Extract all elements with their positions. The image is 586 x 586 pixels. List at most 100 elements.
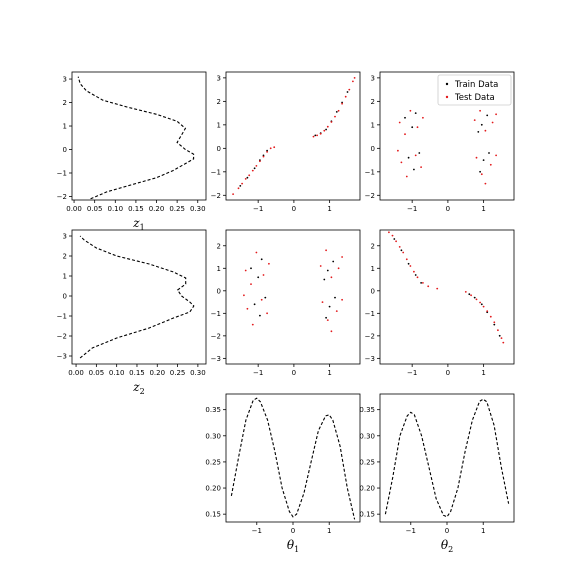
axes-frame: [225, 71, 361, 201]
train-point: [407, 156, 410, 159]
train-point: [325, 128, 327, 131]
y-tick-label: 0.35: [359, 406, 375, 414]
test-point: [243, 294, 245, 297]
x-tick-label: −1: [253, 205, 263, 213]
axes-frame: [379, 393, 515, 523]
train-point: [473, 296, 476, 299]
y-tick-label: −2: [211, 332, 221, 340]
y-tick-label: −2: [57, 193, 67, 201]
test-point: [489, 163, 492, 166]
test-point: [352, 80, 354, 83]
train-point: [346, 91, 349, 93]
test-point: [273, 146, 276, 149]
y-tick-label: 2: [63, 99, 67, 107]
legend-label-train: Train Data: [454, 80, 498, 90]
test-point: [404, 133, 406, 136]
x-tick-label: 0: [446, 205, 450, 213]
test-point: [493, 321, 496, 324]
test-point: [312, 135, 315, 138]
x-tick-label: −1: [407, 369, 417, 377]
test-point: [475, 298, 478, 301]
test-point: [244, 178, 247, 180]
test-point: [325, 249, 327, 252]
train-point: [314, 134, 317, 137]
y-tick-label: −3: [57, 353, 67, 361]
panel-scatter-z1-theta2: −1 0 1 −2 −1 0 1 2 3: [365, 71, 515, 213]
test-point: [400, 161, 403, 164]
test-point: [416, 276, 419, 279]
train-point: [323, 278, 326, 281]
x-tick-label: 0: [292, 369, 296, 377]
test-point: [473, 119, 476, 121]
y-tick-label: −1: [57, 313, 67, 321]
test-point: [241, 182, 244, 185]
train-point: [480, 303, 483, 306]
test-point: [326, 319, 329, 321]
test-point: [497, 329, 499, 332]
train-point: [480, 123, 483, 126]
y-tick-label: 0: [371, 287, 375, 295]
x-tick-label: 1: [481, 205, 485, 213]
x-tick-label: 0.00: [68, 369, 84, 377]
y-tick-label: 0.20: [359, 485, 375, 493]
test-point: [326, 125, 329, 128]
y-tick-label: −2: [57, 333, 67, 341]
panel-theta2-marginal: −1 0 1 0.15 0.20 0.25 0.30 0.35 θ2: [359, 393, 515, 554]
y-tick-label: 2: [63, 253, 67, 261]
test-point: [266, 151, 268, 153]
train-point: [414, 112, 417, 114]
x-axis-label-z2-marginal: z2: [132, 380, 144, 396]
test-point: [319, 132, 322, 135]
y-tick-label: 2: [217, 242, 221, 250]
y-tick-label: 1: [371, 265, 375, 273]
y-tick-label: 0.30: [205, 432, 221, 440]
train-point: [246, 176, 249, 179]
test-point: [251, 323, 254, 326]
y-tick-label: 0.15: [359, 511, 375, 519]
density-line-theta2-marginal: [384, 398, 510, 518]
test-point: [251, 169, 254, 172]
x-tick-label: 0.25: [169, 205, 185, 213]
axes-frame: [225, 229, 361, 365]
train-point: [477, 131, 480, 133]
train-point: [493, 323, 496, 326]
test-point: [341, 298, 343, 301]
test-point: [250, 283, 252, 285]
test-point: [414, 154, 417, 157]
legend-box: [437, 74, 512, 106]
test-point: [495, 113, 497, 116]
test-point: [269, 147, 272, 150]
test-point: [464, 291, 467, 293]
test-point: [244, 269, 247, 272]
train-point: [334, 296, 336, 299]
train-point: [468, 293, 471, 296]
train-point: [328, 305, 331, 308]
test-point: [255, 165, 258, 167]
test-point: [260, 298, 263, 301]
plot-area-z2-marginal: [79, 235, 195, 359]
axes-frame: [225, 393, 361, 523]
plot-area-scatter-z2-theta2: [388, 231, 505, 344]
test-point: [491, 121, 494, 124]
test-point: [341, 102, 343, 105]
test-point: [409, 109, 412, 112]
test-point: [500, 337, 503, 339]
test-point: [479, 301, 481, 304]
y-tick-label: −1: [211, 310, 221, 318]
legend: Train Data Test Data: [437, 74, 512, 106]
x-tick-label: 0.15: [128, 205, 144, 213]
test-point: [416, 126, 419, 129]
test-point: [420, 166, 422, 169]
plot-area-z1-marginal: [77, 76, 195, 200]
x-tick-label: 0.05: [87, 205, 103, 213]
y-tick-label: 3: [63, 233, 67, 241]
x-tick-label: 0: [292, 205, 296, 213]
train-point: [257, 276, 260, 279]
test-point: [232, 193, 235, 196]
test-point: [246, 307, 249, 310]
train-point: [250, 267, 252, 270]
test-point: [330, 121, 333, 123]
test-point: [321, 301, 324, 303]
axes-frame: [379, 229, 515, 365]
x-axis-label-z1-marginal: z1: [132, 216, 144, 232]
